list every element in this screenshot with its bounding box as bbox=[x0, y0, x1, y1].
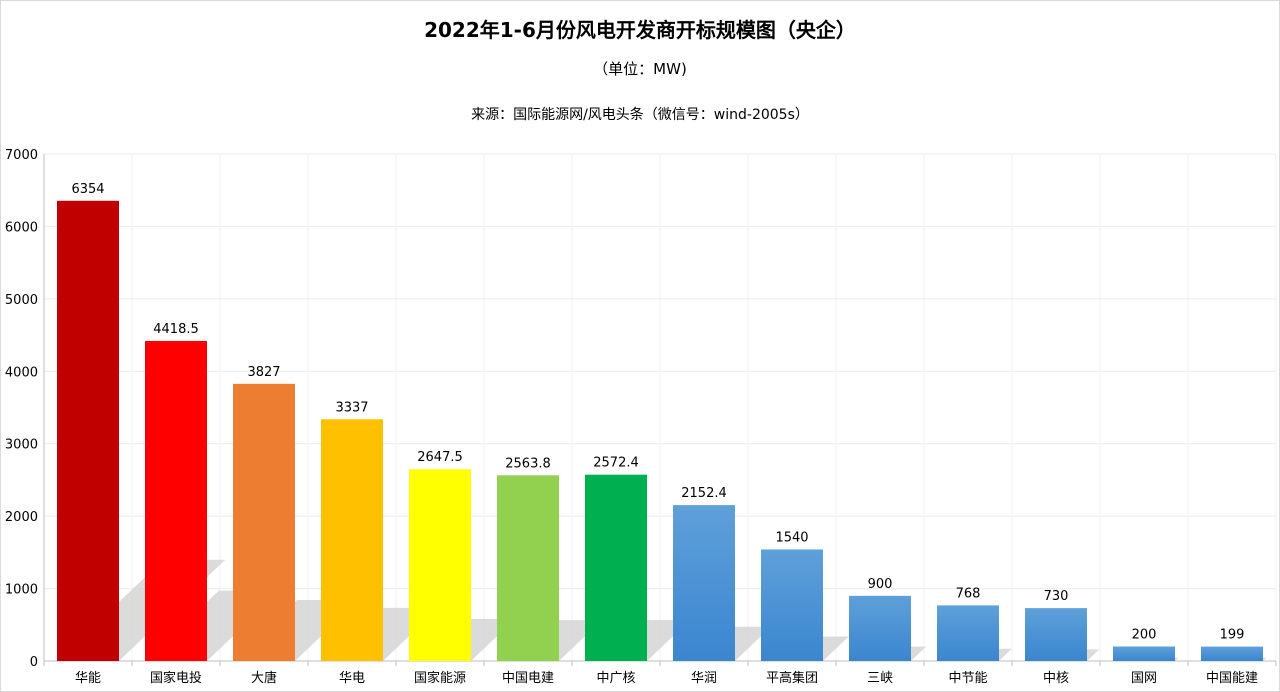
data-label: 2563.8 bbox=[505, 456, 551, 471]
x-tick-label: 华润 bbox=[691, 671, 717, 686]
data-label: 2647.5 bbox=[417, 450, 463, 465]
bar bbox=[321, 419, 383, 661]
bar bbox=[1113, 646, 1175, 661]
y-tick-label: 3000 bbox=[5, 438, 38, 453]
y-tick-label: 6000 bbox=[5, 220, 38, 235]
data-label: 6354 bbox=[71, 182, 104, 197]
data-label: 3827 bbox=[247, 365, 280, 380]
x-tick-label: 大唐 bbox=[251, 670, 277, 686]
bar bbox=[585, 474, 647, 661]
data-label: 199 bbox=[1220, 628, 1245, 643]
bar bbox=[1201, 646, 1263, 661]
data-label: 3337 bbox=[335, 400, 368, 415]
bar bbox=[1025, 608, 1087, 661]
labels: 0 1000 2000 3000 4000 5000 6000 7000 6354 华能 4418.… bbox=[5, 148, 1258, 686]
data-label: 730 bbox=[1044, 589, 1069, 604]
x-tick-label: 国家能源 bbox=[414, 670, 466, 686]
x-tick-label: 中节能 bbox=[948, 671, 987, 686]
x-tick-label: 国网 bbox=[1131, 671, 1157, 686]
data-label: 1540 bbox=[775, 530, 808, 545]
x-tick-label: 中广核 bbox=[596, 671, 635, 686]
y-tick-label: 7000 bbox=[5, 148, 38, 163]
bar bbox=[233, 383, 295, 661]
bar bbox=[761, 549, 823, 661]
bar bbox=[673, 505, 735, 661]
x-tick-label: 中核 bbox=[1043, 671, 1069, 686]
y-tick-label: 4000 bbox=[5, 365, 38, 380]
x-tick-label: 平高集团 bbox=[766, 670, 818, 686]
x-tick-label: 中国能建 bbox=[1206, 671, 1258, 686]
x-tick-label: 中国电建 bbox=[502, 671, 554, 686]
bars bbox=[57, 200, 1263, 661]
y-tick-label: 5000 bbox=[5, 293, 38, 308]
bar bbox=[145, 340, 207, 661]
chart-subtitle: （单位：MW) bbox=[593, 60, 687, 78]
bar bbox=[57, 200, 119, 661]
x-tick-label: 国家电投 bbox=[150, 670, 202, 686]
data-label: 4418.5 bbox=[153, 322, 199, 337]
bar bbox=[937, 605, 999, 661]
bar bbox=[409, 469, 471, 661]
data-label: 2152.4 bbox=[681, 486, 727, 501]
y-tick-label: 0 bbox=[30, 655, 38, 670]
chart-title: 2022年1-6月份风电开发商开标规模图（央企） bbox=[424, 18, 856, 42]
x-tick-label: 华能 bbox=[75, 671, 101, 686]
data-label: 2572.4 bbox=[593, 456, 639, 471]
bar bbox=[849, 595, 911, 661]
data-label: 200 bbox=[1132, 628, 1157, 643]
data-label: 768 bbox=[956, 586, 981, 601]
data-label: 900 bbox=[868, 577, 893, 592]
x-tick-label: 三峡 bbox=[867, 671, 893, 686]
y-tick-label: 2000 bbox=[5, 510, 38, 525]
bar bbox=[497, 475, 559, 661]
grid-lines bbox=[43, 153, 1277, 661]
chart-source: 来源：国际能源网/风电头条（微信号：wind-2005s） bbox=[471, 107, 809, 123]
x-tick-label: 华电 bbox=[339, 671, 365, 686]
y-tick-label: 1000 bbox=[5, 583, 38, 598]
